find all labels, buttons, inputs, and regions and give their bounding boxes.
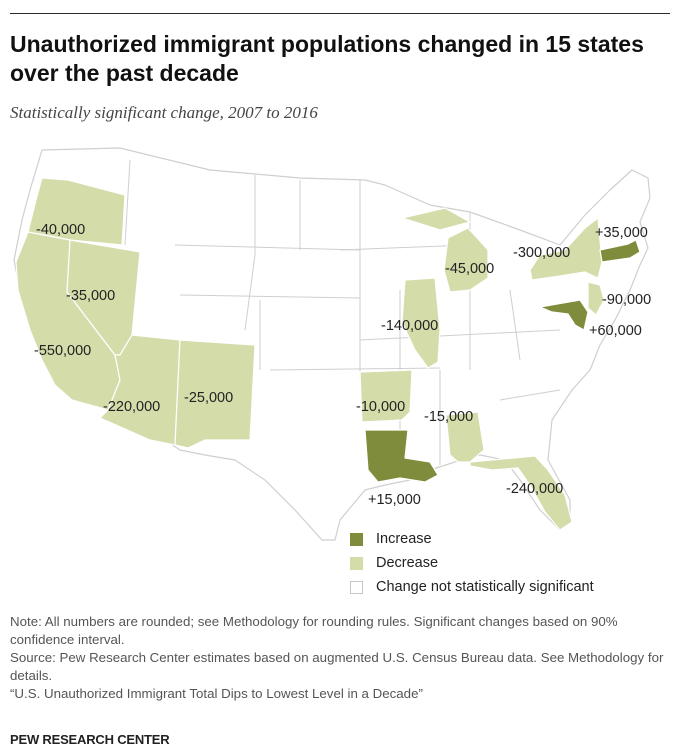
legend-label: Change not statistically significant xyxy=(376,579,594,595)
legend-swatch-increase xyxy=(350,532,363,546)
notes: Note: All numbers are rounded; see Metho… xyxy=(10,613,680,703)
legend-swatch-decrease xyxy=(350,556,363,570)
label-new-york: -300,000 xyxy=(513,245,570,261)
state-oregon xyxy=(27,177,126,246)
source-text: Source: Pew Research Center estimates ba… xyxy=(10,650,664,683)
label-illinois: -140,000 xyxy=(381,318,438,334)
brand-footer: PEW RESEARCH CENTER xyxy=(10,732,170,747)
us-map: -40,000 -550,000 -35,000 -220,000 -25,00… xyxy=(0,130,698,610)
label-arizona: -220,000 xyxy=(103,399,160,415)
legend: Increase Decrease Change not statistical… xyxy=(350,527,594,599)
legend-item-not-significant: Change not statistically significant xyxy=(350,575,594,599)
report-title: “U.S. Unauthorized Immigrant Total Dips … xyxy=(10,686,423,701)
state-florida xyxy=(469,455,573,531)
state-massachusetts xyxy=(599,239,641,263)
label-oregon: -40,000 xyxy=(36,222,85,238)
state-new-mexico xyxy=(174,339,256,449)
state-michigan xyxy=(401,207,489,293)
chart-title: Unauthorized immigrant populations chang… xyxy=(10,31,644,86)
top-rule xyxy=(10,13,670,14)
label-alabama: -15,000 xyxy=(424,409,473,425)
state-louisiana xyxy=(364,429,439,483)
label-louisiana: +15,000 xyxy=(368,492,421,508)
label-massachusetts: +35,000 xyxy=(595,225,648,241)
state-illinois xyxy=(401,277,441,369)
label-michigan: -45,000 xyxy=(445,261,494,277)
label-florida: -240,000 xyxy=(506,481,563,497)
state-new-jersey xyxy=(587,281,605,316)
legend-item-decrease: Decrease xyxy=(350,551,594,575)
legend-swatch-not-significant xyxy=(350,580,363,594)
legend-label: Increase xyxy=(376,531,432,547)
label-maryland: +60,000 xyxy=(589,323,642,339)
label-new-jersey: -90,000 xyxy=(602,292,651,308)
chart-subtitle: Statistically significant change, 2007 t… xyxy=(10,103,318,122)
label-new-mexico: -25,000 xyxy=(184,390,233,406)
legend-item-increase: Increase xyxy=(350,527,594,551)
state-arkansas xyxy=(359,369,413,423)
note-text: Note: All numbers are rounded; see Metho… xyxy=(10,614,618,647)
label-nevada: -35,000 xyxy=(66,288,115,304)
label-california: -550,000 xyxy=(34,343,91,359)
state-maryland xyxy=(539,299,589,331)
label-arkansas: -10,000 xyxy=(356,399,405,415)
legend-label: Decrease xyxy=(376,555,439,571)
